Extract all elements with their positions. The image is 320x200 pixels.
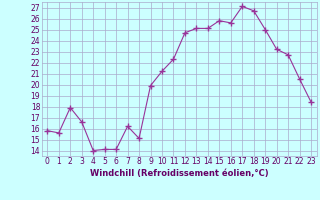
X-axis label: Windchill (Refroidissement éolien,°C): Windchill (Refroidissement éolien,°C) (90, 169, 268, 178)
